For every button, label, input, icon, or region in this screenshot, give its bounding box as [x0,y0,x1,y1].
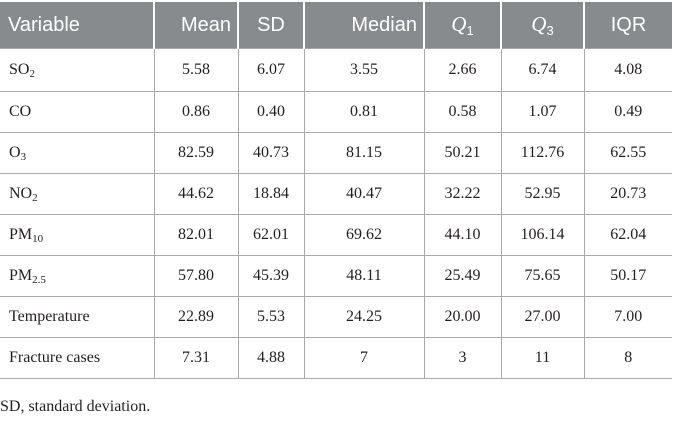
statistics-table-container: Variable Mean SD Median Q1 Q3 IQR SO2 5.… [0,2,673,379]
cell-iqr: 4.08 [583,48,672,92]
cell-q3: 1.07 [500,91,585,133]
cell-q3: 75.65 [500,255,585,297]
cell-sd: 5.53 [237,296,305,338]
header-variable: Variable [0,2,155,49]
cell-iqr: 0.49 [583,91,672,133]
header-mean: Mean [154,2,239,49]
cell-iqr: 8 [583,337,672,379]
cell-q1: 0.58 [423,91,502,133]
cell-mean: 82.01 [153,214,239,256]
cell-mean: 44.62 [153,173,239,215]
cell-sd: 18.84 [237,173,305,215]
header-iqr: IQR [584,2,672,49]
cell-iqr: 62.55 [583,132,672,174]
table-row: CO 0.86 0.40 0.81 0.58 1.07 0.49 [0,91,672,133]
header-row: Variable Mean SD Median Q1 Q3 IQR [0,2,672,49]
cell-median: 69.62 [303,214,425,256]
cell-variable: O3 [0,132,155,174]
cell-iqr: 7.00 [583,296,672,338]
cell-variable: CO [0,91,155,133]
table-footnote: SD, standard deviation. [0,398,151,415]
cell-iqr: 20.73 [583,173,672,215]
cell-q3: 6.74 [500,48,585,92]
cell-sd: 6.07 [237,48,305,92]
table-row: PM2.5 57.80 45.39 48.11 25.49 75.65 50.1… [0,255,672,297]
cell-sd: 40.73 [237,132,305,174]
cell-sd: 4.88 [237,337,305,379]
header-q3: Q3 [501,2,585,49]
cell-sd: 45.39 [237,255,305,297]
cell-q1: 25.49 [423,255,502,297]
cell-q3: 11 [500,337,585,379]
cell-mean: 57.80 [153,255,239,297]
table-header: Variable Mean SD Median Q1 Q3 IQR [0,2,672,49]
cell-mean: 5.58 [153,48,239,92]
cell-median: 40.47 [303,173,425,215]
cell-sd: 0.40 [237,91,305,133]
header-sd: SD [238,2,305,49]
cell-variable: PM2.5 [0,255,155,297]
table-row: O3 82.59 40.73 81.15 50.21 112.76 62.55 [0,132,672,174]
cell-median: 7 [303,337,425,379]
cell-mean: 0.86 [153,91,239,133]
cell-mean: 82.59 [153,132,239,174]
cell-variable: PM10 [0,214,155,256]
table-row: SO2 5.58 6.07 3.55 2.66 6.74 4.08 [0,48,672,92]
cell-q3: 52.95 [500,173,585,215]
cell-q1: 32.22 [423,173,502,215]
cell-median: 3.55 [303,48,425,92]
cell-variable: Temperature [0,296,155,338]
cell-q3: 112.76 [500,132,585,174]
cell-median: 24.25 [303,296,425,338]
cell-median: 0.81 [303,91,425,133]
cell-q1: 2.66 [423,48,502,92]
cell-q1: 44.10 [423,214,502,256]
cell-mean: 7.31 [153,337,239,379]
cell-variable: SO2 [0,48,155,92]
cell-iqr: 50.17 [583,255,672,297]
cell-median: 81.15 [303,132,425,174]
table-row: NO2 44.62 18.84 40.47 32.22 52.95 20.73 [0,173,672,215]
cell-median: 48.11 [303,255,425,297]
cell-q1: 20.00 [423,296,502,338]
header-median: Median [304,2,425,49]
cell-q3: 106.14 [500,214,585,256]
cell-q1: 50.21 [423,132,502,174]
cell-iqr: 62.04 [583,214,672,256]
cell-variable: NO2 [0,173,155,215]
table-row: Fracture cases 7.31 4.88 7 3 11 8 [0,337,672,379]
table-body: SO2 5.58 6.07 3.55 2.66 6.74 4.08 CO 0.8… [0,48,672,379]
cell-mean: 22.89 [153,296,239,338]
cell-q3: 27.00 [500,296,585,338]
descriptive-statistics-table: Variable Mean SD Median Q1 Q3 IQR SO2 5.… [0,2,672,379]
cell-sd: 62.01 [237,214,305,256]
table-row: Temperature 22.89 5.53 24.25 20.00 27.00… [0,296,672,338]
cell-q1: 3 [423,337,502,379]
table-row: PM10 82.01 62.01 69.62 44.10 106.14 62.0… [0,214,672,256]
cell-variable: Fracture cases [0,337,155,379]
header-q1: Q1 [424,2,502,49]
